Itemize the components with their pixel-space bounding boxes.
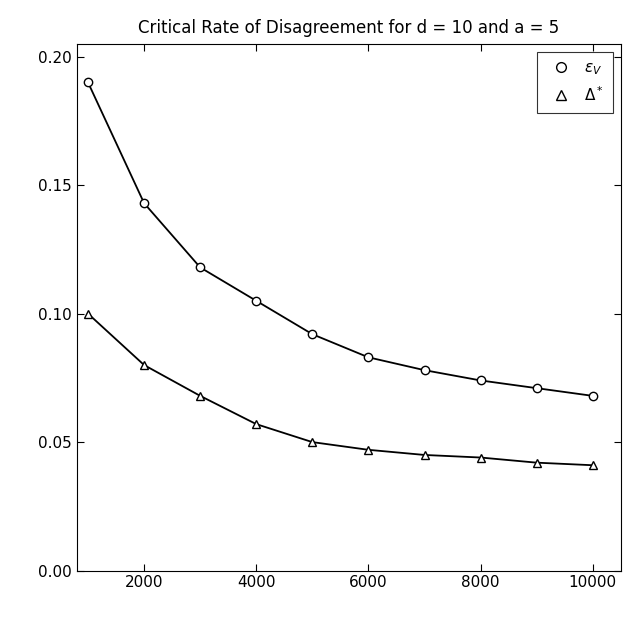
Legend: $\varepsilon_V$, $\Delta^*$: $\varepsilon_V$, $\Delta^*$ [537,51,613,113]
Title: Critical Rate of Disagreement for d = 10 and a = 5: Critical Rate of Disagreement for d = 10… [138,19,559,37]
